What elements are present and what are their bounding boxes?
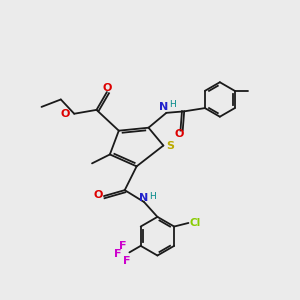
Text: H: H [149, 192, 156, 201]
Text: F: F [119, 241, 127, 251]
Text: N: N [159, 103, 169, 112]
Text: F: F [123, 256, 130, 266]
Text: O: O [60, 109, 70, 119]
Text: F: F [114, 249, 122, 259]
Text: O: O [103, 82, 112, 93]
Text: H: H [169, 100, 176, 109]
Text: Cl: Cl [189, 218, 201, 228]
Text: N: N [139, 194, 148, 203]
Text: O: O [174, 129, 184, 139]
Text: O: O [94, 190, 103, 200]
Text: S: S [166, 141, 174, 151]
